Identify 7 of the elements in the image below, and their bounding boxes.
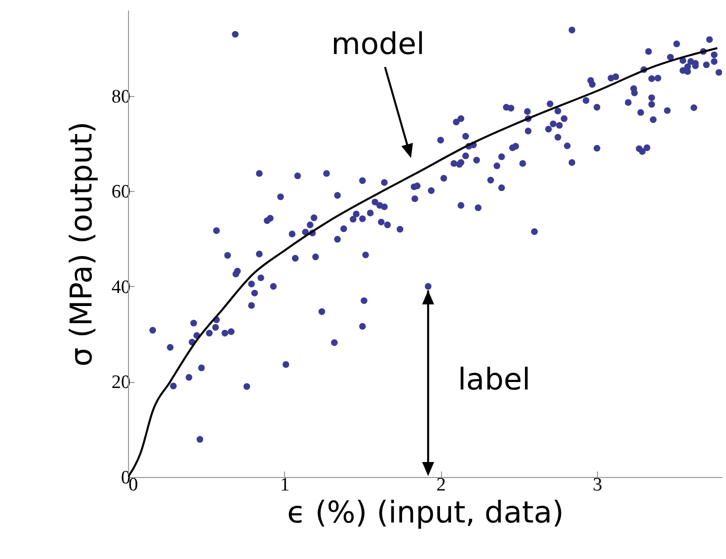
annotation: label: [458, 362, 530, 398]
x-axis-title: ϵ (%) (input, data): [287, 496, 564, 530]
annotation: model: [331, 27, 425, 62]
x-tick-label: 1: [280, 474, 290, 496]
x-tick-label: 2: [436, 474, 446, 496]
x-tick-label: 3: [592, 474, 602, 496]
y-axis-title: σ (MPa) (output): [64, 122, 100, 366]
